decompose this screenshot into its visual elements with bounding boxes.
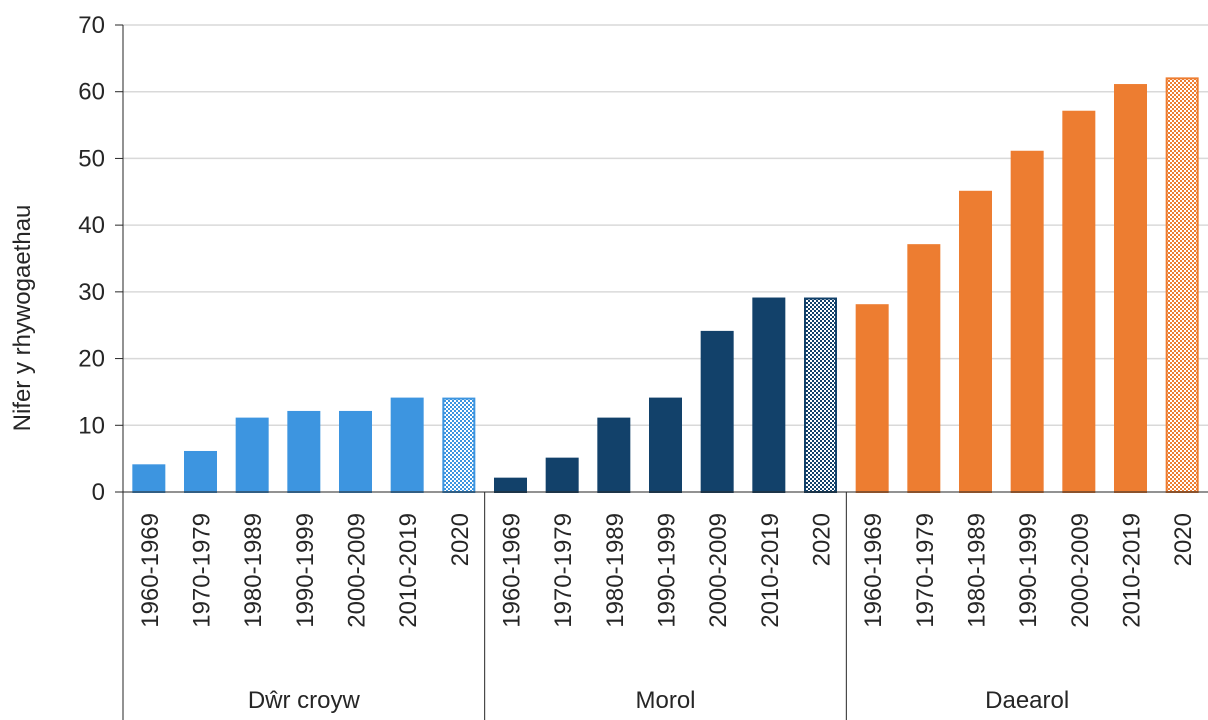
bar (184, 450, 217, 494)
x-category-label: 2000-2009 (344, 513, 371, 628)
bar (1010, 150, 1044, 493)
bar (1062, 110, 1096, 493)
y-tick-label: 40 (78, 212, 105, 239)
y-tick-label: 0 (92, 479, 105, 506)
x-category-label: 1970-1979 (550, 513, 577, 628)
x-category-label: 2010-2019 (757, 513, 784, 628)
x-group-label: Dŵr croyw (248, 687, 361, 714)
y-tick-label: 70 (78, 12, 105, 39)
bar (855, 304, 889, 494)
bar (494, 477, 527, 493)
bar (907, 244, 941, 493)
x-category-label: 2020 (809, 513, 836, 566)
x-category-label: 1980-1989 (964, 513, 991, 628)
y-axis-title: Nifer y rhywogaethau (9, 205, 36, 432)
bar (390, 397, 424, 494)
bar (597, 417, 631, 493)
y-tick-label: 10 (78, 412, 105, 439)
bar (545, 457, 579, 493)
y-tick-label: 60 (78, 79, 105, 106)
y-tick-label: 50 (78, 145, 105, 172)
x-category-label: 1970-1979 (189, 513, 216, 628)
x-category-label: 1970-1979 (912, 513, 939, 628)
bar (649, 397, 682, 494)
gridlines (123, 24, 1208, 427)
x-category-label: 1960-1969 (137, 513, 164, 628)
y-tick-label: 30 (78, 279, 105, 306)
axes (115, 24, 1208, 720)
bar (287, 410, 321, 494)
x-group-label: Daearol (985, 687, 1069, 714)
bar (442, 397, 476, 494)
x-category-label: 2020 (447, 513, 474, 566)
x-category-label: 1960-1969 (499, 513, 526, 628)
x-category-label: 1990-1999 (1015, 513, 1042, 628)
x-category-label: 2020 (1170, 513, 1197, 566)
labels: 0 10 20 30 40 50 60 70 1960-1969 1970-1979 1980-19… (78, 12, 1197, 714)
x-category-label: 2000-2009 (1067, 513, 1094, 628)
bar (235, 417, 269, 493)
x-category-label: 1960-1969 (860, 513, 887, 628)
bar (804, 297, 837, 493)
bar (132, 464, 166, 494)
bars (132, 77, 1199, 494)
x-category-label: 1980-1989 (240, 513, 267, 628)
x-category-label: 1990-1999 (654, 513, 681, 628)
bar (339, 410, 372, 494)
y-tick-label: 20 (78, 346, 105, 373)
bar (1165, 77, 1199, 493)
bar (959, 190, 992, 494)
bar (752, 297, 786, 493)
x-category-label: 1980-1989 (602, 513, 629, 628)
bar (700, 330, 734, 493)
x-category-label: 2000-2009 (705, 513, 732, 628)
x-category-label: 2010-2019 (1119, 513, 1146, 628)
x-category-label: 2010-2019 (395, 513, 422, 628)
x-category-label: 1990-1999 (292, 513, 319, 628)
x-group-label: Morol (635, 687, 695, 714)
bar (1114, 84, 1147, 494)
